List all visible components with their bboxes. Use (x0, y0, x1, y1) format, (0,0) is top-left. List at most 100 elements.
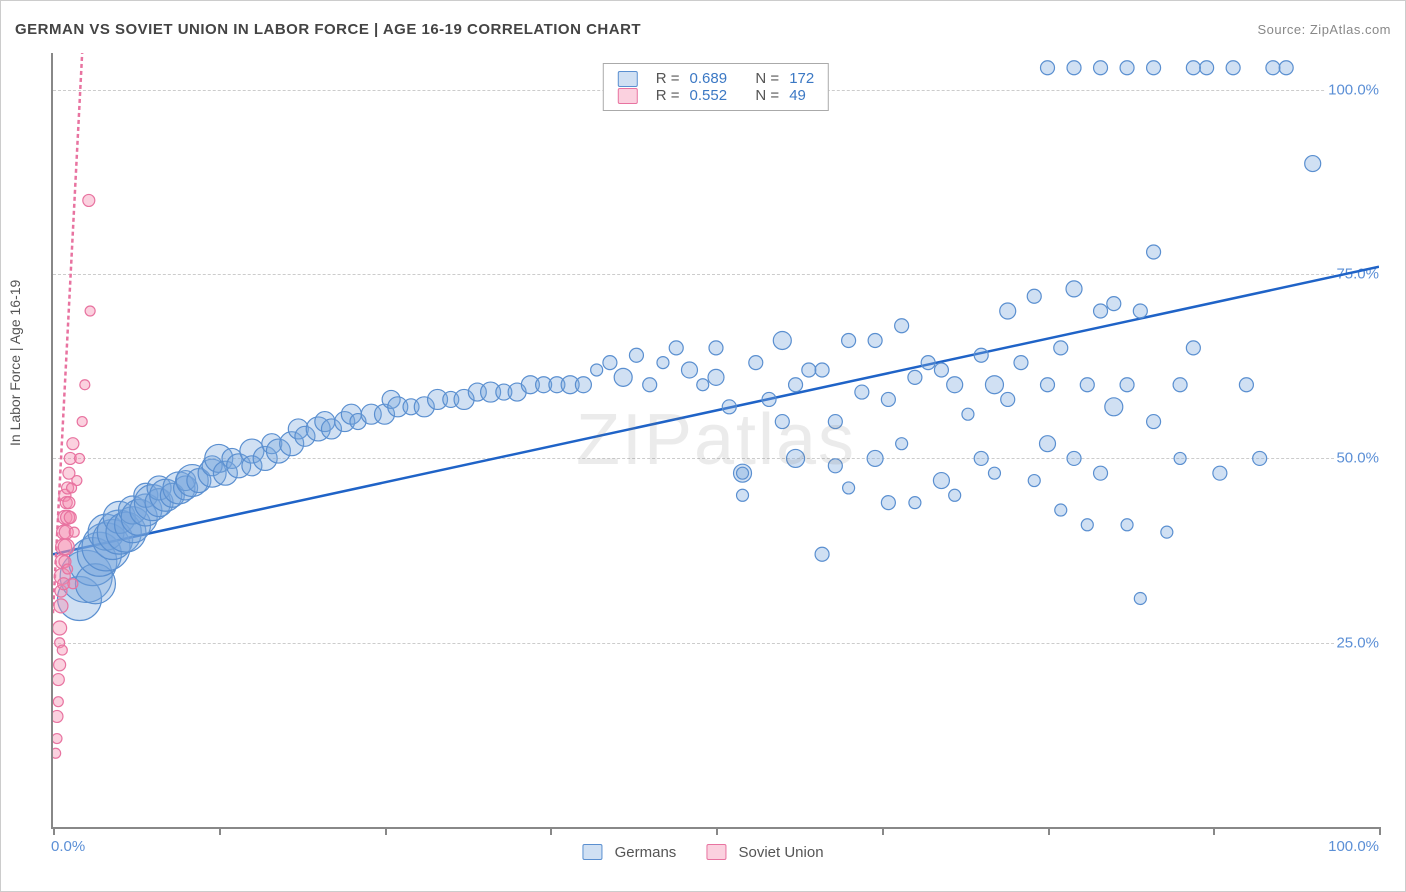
data-point (921, 356, 935, 370)
legend-swatch-germans (618, 71, 638, 87)
legend-item: Germans (582, 844, 676, 861)
data-point (843, 482, 855, 494)
data-point (54, 599, 68, 613)
data-point (1147, 245, 1161, 259)
data-point (775, 415, 789, 429)
data-point (80, 380, 90, 390)
x-tick (716, 827, 718, 835)
data-point (614, 368, 632, 386)
data-point (709, 341, 723, 355)
data-point (83, 194, 95, 206)
data-point (737, 467, 749, 479)
x-tick (882, 827, 884, 835)
data-point (962, 408, 974, 420)
scatter-svg (53, 53, 1379, 827)
legend-label-germans: Germans (615, 844, 677, 861)
data-point (68, 579, 78, 589)
data-point (1094, 466, 1108, 480)
chart-container: GERMAN VS SOVIET UNION IN LABOR FORCE | … (0, 0, 1406, 892)
data-point (762, 392, 776, 406)
data-point (773, 331, 791, 349)
r-label: R = (656, 87, 680, 104)
data-point (933, 473, 949, 489)
data-point (58, 539, 74, 555)
data-point (1001, 392, 1015, 406)
data-point (1067, 451, 1081, 465)
n-label: N = (755, 87, 779, 104)
x-tick (1213, 827, 1215, 835)
data-point (603, 356, 617, 370)
data-point (63, 497, 75, 509)
data-point (53, 697, 63, 707)
correlation-legend: R = 0.689 N = 172 R = 0.552 N = 49 (603, 63, 829, 111)
data-point (1266, 61, 1280, 75)
data-point (974, 348, 988, 362)
n-value-germans: 172 (789, 70, 814, 87)
r-label: R = (656, 70, 680, 87)
data-point (591, 364, 603, 376)
legend-swatch-soviet (706, 844, 726, 860)
trendline (53, 267, 1379, 554)
legend-item: Soviet Union (706, 844, 823, 861)
data-point (53, 674, 64, 686)
y-axis-label: In Labor Force | Age 16-19 (7, 280, 23, 446)
data-point (737, 489, 749, 501)
data-point (1213, 466, 1227, 480)
data-point (947, 377, 963, 393)
data-point (72, 476, 82, 486)
data-point (53, 748, 61, 758)
data-point (842, 333, 856, 347)
data-point (896, 438, 908, 450)
data-point (629, 348, 643, 362)
data-point (1121, 519, 1133, 531)
plot-area: R = 0.689 N = 172 R = 0.552 N = 49 ZIPat… (51, 53, 1379, 829)
data-point (1186, 61, 1200, 75)
data-point (949, 489, 961, 501)
data-point (657, 357, 669, 369)
data-point (575, 377, 591, 393)
data-point (53, 621, 67, 635)
r-value-soviet: 0.552 (690, 87, 728, 104)
data-point (1055, 504, 1067, 516)
data-point (789, 378, 803, 392)
data-point (64, 511, 76, 523)
x-tick (550, 827, 552, 835)
data-point (1066, 281, 1082, 297)
data-point (895, 319, 909, 333)
x-tick (1379, 827, 1381, 835)
data-point (749, 356, 763, 370)
legend-swatch-germans (582, 844, 602, 860)
data-point (1120, 61, 1134, 75)
data-point (1133, 304, 1147, 318)
data-point (722, 400, 736, 414)
data-point (681, 362, 697, 378)
data-point (1081, 519, 1093, 531)
data-point (802, 363, 816, 377)
data-point (1174, 452, 1186, 464)
data-point (75, 453, 85, 463)
data-point (985, 376, 1003, 394)
n-label: N = (755, 70, 779, 87)
data-point (77, 417, 87, 427)
data-point (1186, 341, 1200, 355)
data-point (1147, 61, 1161, 75)
legend-row: R = 0.689 N = 172 (618, 70, 814, 87)
data-point (708, 369, 724, 385)
data-point (1253, 451, 1267, 465)
r-value-germans: 0.689 (690, 70, 728, 87)
data-point (1200, 61, 1214, 75)
data-point (69, 527, 79, 537)
data-point (1028, 475, 1040, 487)
data-point (669, 341, 683, 355)
data-point (1120, 378, 1134, 392)
x-axis-min-label: 0.0% (51, 838, 85, 855)
data-point (1040, 436, 1056, 452)
data-point (1279, 61, 1293, 75)
legend-swatch-soviet (618, 88, 638, 104)
data-point (67, 438, 79, 450)
data-point (1173, 378, 1187, 392)
data-point (53, 710, 63, 722)
data-point (1067, 61, 1081, 75)
data-point (881, 392, 895, 406)
data-point (57, 645, 67, 655)
